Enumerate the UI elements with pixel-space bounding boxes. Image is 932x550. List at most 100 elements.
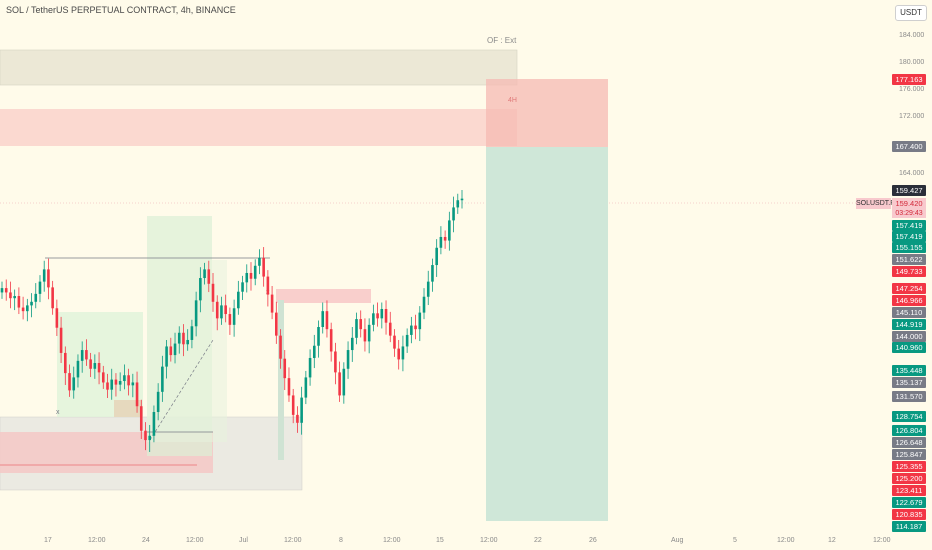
candle-body (355, 319, 358, 338)
price-badge: 126.804 (892, 425, 926, 436)
candle-body (0, 288, 4, 293)
price-badge: 167.400 (892, 141, 926, 152)
date-tick: 12:00 (383, 537, 401, 544)
candle-body (266, 276, 270, 295)
candle-body (156, 391, 160, 412)
candle-body (317, 327, 320, 346)
price-badge: 159.427 (892, 185, 926, 196)
mid-resistance-zone[interactable] (276, 289, 371, 303)
symbol-tag: SOLUSDT.P (856, 198, 895, 209)
candle-body (182, 332, 185, 345)
candle-body (34, 293, 38, 302)
date-tick: 12:00 (284, 537, 302, 544)
candle-body (38, 281, 42, 294)
price-tick: 172.000 (899, 113, 925, 120)
candle-body (422, 296, 426, 313)
candle-body (89, 359, 92, 369)
candle-body (363, 329, 367, 342)
candle-body (161, 366, 164, 392)
marker-x-left: x (56, 409, 60, 416)
candle-body (110, 379, 114, 390)
price-badge: 157.419 (892, 220, 926, 231)
candle-body (203, 269, 206, 279)
candle-body (443, 236, 447, 241)
date-tick: 12:00 (480, 537, 498, 544)
bar-countdown: 03:29:43 (892, 209, 926, 218)
candle-body (245, 272, 249, 283)
price-tick: 184.000 (899, 32, 925, 39)
price-tick: 176.000 (899, 86, 925, 93)
candle-body (228, 314, 232, 325)
candle-body (144, 430, 147, 441)
order-block-zone-top[interactable] (0, 49, 518, 86)
price-badge: 125.200 (892, 473, 926, 484)
price-badge: 126.648 (892, 437, 926, 448)
candle-body (435, 247, 438, 266)
price-badge: 145.110 (892, 307, 926, 318)
current-price-badge: 159.420 (892, 198, 926, 209)
short-position-target-zone[interactable] (486, 147, 608, 521)
candles (0, 190, 464, 452)
candle-body (401, 346, 405, 360)
candle-body (237, 291, 240, 309)
candle-body (384, 308, 388, 323)
candle-body (410, 325, 413, 335)
candle-body (275, 312, 278, 336)
candle-body (72, 377, 76, 391)
candle-body (380, 308, 384, 319)
long-zone-right[interactable] (147, 260, 227, 442)
candle-body (152, 411, 156, 436)
candle-body (199, 278, 202, 301)
candle-body (101, 372, 105, 383)
date-tick: 17 (44, 537, 52, 544)
candle-body (114, 379, 118, 385)
candle-body (194, 300, 198, 327)
candle-body (51, 287, 54, 309)
candle-body (241, 282, 244, 292)
candle-body (55, 308, 59, 328)
demand-zone-red-line (0, 464, 197, 466)
long-zone-side[interactable] (278, 300, 284, 460)
price-badge: 144.000 (892, 331, 926, 342)
price-badge: 122.679 (892, 497, 926, 508)
price-badge: 140.960 (892, 342, 926, 353)
candle-body (93, 363, 97, 369)
candle-body (253, 265, 257, 279)
candle-body (270, 294, 274, 313)
price-badge: 114.187 (892, 521, 926, 532)
candle-body (165, 346, 168, 367)
candle-body (186, 339, 189, 345)
price-badge: 131.570 (892, 391, 926, 402)
candle-body (97, 363, 101, 373)
price-chart[interactable]: x x (0, 0, 891, 533)
date-tick: 8 (339, 537, 343, 544)
candle-body (350, 337, 354, 351)
candle-body (325, 311, 329, 330)
candle-body (460, 198, 464, 201)
chart-title: SOL / TetherUS PERPETUAL CONTRACT, 4h, B… (6, 5, 236, 15)
candle-body (123, 375, 126, 382)
currency-button[interactable]: USDT (895, 5, 927, 21)
date-axis[interactable]: 17 12:00 24 12:00 Jul 12:00 8 12:00 15 12:00 22 26 A… (0, 533, 891, 550)
date-tick: 12 (828, 537, 836, 544)
candle-body (106, 382, 109, 390)
of-ext-label: OF : Ext (487, 36, 517, 45)
candle-body (127, 375, 130, 386)
candle-body (262, 257, 265, 277)
supply-zone[interactable] (0, 109, 517, 146)
candle-body (342, 368, 346, 396)
candle-body (173, 343, 177, 356)
price-badge: 120.835 (892, 509, 926, 520)
price-badge: 146.966 (892, 295, 926, 306)
date-tick: Aug (671, 537, 684, 544)
candle-body (426, 281, 430, 297)
candle-body (9, 292, 12, 299)
price-badge: 149.733 (892, 266, 926, 277)
candle-body (312, 345, 316, 358)
candle-body (304, 377, 308, 398)
short-position-stop-zone[interactable] (486, 79, 608, 147)
4h-label: 4H (508, 97, 517, 104)
candle-body (376, 313, 379, 319)
candle-body (42, 269, 46, 282)
candle-body (190, 326, 194, 340)
